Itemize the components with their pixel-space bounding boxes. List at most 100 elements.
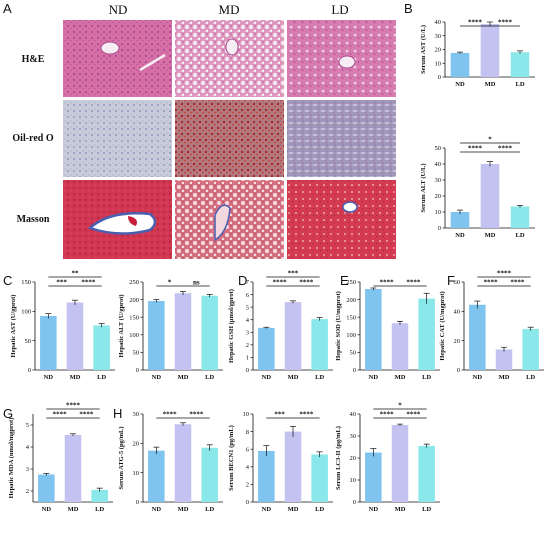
y-tick-label-atg5: 0 (136, 499, 139, 506)
sig-label-alt_serum-1-2: **** (498, 145, 513, 153)
sig-label-cat-1-2: **** (510, 279, 525, 287)
bar-mda-LD (91, 489, 108, 502)
bar-alt_serum-LD (510, 206, 530, 228)
sig-label-sod-1-2: **** (406, 279, 421, 287)
sig-label-cat-0-2: **** (497, 270, 512, 278)
category-label-cat-MD: MD (499, 374, 510, 381)
y-axis-label-mda: Hepatic MDA (nmol/mgprot) (8, 418, 15, 499)
category-label-becn1-LD: LD (315, 506, 324, 513)
category-label-alt_hepatic-ND: ND (152, 374, 162, 381)
y-tick-label-becn1: 4 (246, 464, 250, 471)
sig-label-sod-0-1: **** (380, 279, 395, 287)
vessel-masson-nd-lumen (128, 216, 137, 226)
vessel-masson-ld (342, 201, 358, 213)
y-axis-label-ast_hepatic: Hepatic AST (U/gprot) (10, 295, 17, 358)
bar-lc3-ND (365, 452, 382, 502)
y-tick-label-becn1: 8 (246, 429, 249, 436)
category-label-cat-ND: ND (473, 374, 483, 381)
bar-ast_serum-LD (510, 52, 530, 77)
bar-atg5-ND (148, 450, 165, 502)
bar-sod-ND (365, 289, 382, 370)
y-tick-label-alt_serum: 30 (435, 177, 442, 184)
vessel-he-nd (100, 41, 120, 55)
y-axis-label-ast_serum: Serum AST (U/L) (420, 25, 427, 74)
y-tick-label-atg5: 20 (133, 441, 140, 448)
category-label-alt_hepatic-MD: MD (178, 374, 189, 381)
sig-label-ast_hepatic-0-1: *** (56, 279, 67, 287)
y-axis-label-sod: Hepatic SOD (U/mgprot) (335, 291, 342, 361)
sig-label-becn1-0-1: *** (274, 411, 285, 419)
sig-label-atg5-0-1: **** (163, 411, 178, 419)
bar-gsh-ND (258, 327, 275, 370)
y-tick-label-gsh: 6 (246, 292, 250, 299)
bar-ast_hepatic-MD (66, 302, 84, 370)
y-tick-label-mda: 3 (26, 466, 29, 473)
bar-alt_serum-MD (480, 164, 500, 228)
category-label-lc3-MD: MD (395, 506, 406, 513)
y-axis-label-atg5: Serum ATG-5 (pg/mL) (118, 426, 125, 489)
panel-letter-f: F (447, 273, 455, 288)
category-label-atg5-MD: MD (178, 506, 189, 513)
sig-label-alt_serum-0-1: **** (468, 145, 483, 153)
y-axis-label-becn1: Serum BECN1 (pg/mL) (228, 425, 235, 491)
histology-row-he: H&E (22, 54, 45, 65)
chart-sod: 0 50 100 150 200 250 Hepatic SOD (U/mgprot) ND M… (335, 279, 440, 381)
sig-label-mda-0-2: **** (66, 402, 81, 410)
bar-ast_serum-MD (480, 24, 500, 77)
y-tick-label-becn1: 10 (243, 411, 250, 418)
y-tick-label-alt_serum: 40 (435, 161, 442, 168)
sig-label-gsh-0-2: *** (288, 270, 299, 278)
sig-label-lc3-0-1: **** (380, 411, 395, 419)
category-label-mda-ND: ND (42, 506, 52, 513)
histo-oil-md (175, 100, 284, 177)
y-tick-label-sod: 50 (350, 350, 357, 357)
sig-label-ast_serum-0-1: **** (468, 19, 483, 27)
category-label-lc3-ND: ND (369, 506, 379, 513)
y-tick-label-atg5: 10 (133, 470, 140, 477)
category-label-ast_hepatic-MD: MD (70, 374, 81, 381)
y-tick-label-cat: 60 (454, 279, 461, 286)
category-label-ast_serum-MD: MD (485, 81, 496, 88)
y-tick-label-sod: 100 (346, 332, 356, 339)
panel-letter-b: B (404, 1, 413, 16)
category-label-sod-MD: MD (395, 374, 406, 381)
y-tick-label-ast_serum: 10 (435, 60, 442, 67)
y-tick-label-ast_hepatic: 50 (25, 338, 32, 345)
y-axis-label-alt_serum: Serum ALT (U/L) (420, 163, 427, 212)
category-label-becn1-MD: MD (288, 506, 299, 513)
category-label-atg5-LD: LD (205, 506, 214, 513)
panel-letter-d: D (238, 273, 247, 288)
y-tick-label-ast_serum: 40 (435, 19, 442, 26)
y-tick-label-lc3: 0 (353, 499, 356, 506)
category-label-ast_hepatic-LD: LD (97, 374, 106, 381)
y-tick-label-alt_serum: 10 (435, 209, 442, 216)
y-tick-label-alt_hepatic: 100 (129, 332, 139, 339)
sig-label-lc3-0-2: * (398, 402, 402, 410)
histology-col-md: MD (219, 2, 240, 17)
sig-label-alt_hepatic-0-1: * (168, 279, 172, 287)
histo-oil-ld (287, 100, 396, 177)
category-label-mda-LD: LD (95, 506, 104, 513)
sig-label-alt_serum-0-2: * (488, 136, 492, 144)
sig-label-ast_hepatic-0-2: ** (72, 270, 80, 278)
bar-alt_hepatic-MD (174, 293, 192, 370)
vessel-masson-nd (87, 212, 157, 235)
y-tick-label-ast_serum: 30 (435, 33, 442, 40)
y-tick-label-gsh: 3 (246, 329, 249, 336)
histology-col-ld: LD (331, 2, 348, 17)
sig-label-atg5-1-2: **** (189, 411, 204, 419)
bar-alt_serum-ND (450, 212, 470, 228)
bar-becn1-LD (311, 454, 328, 502)
histo-masson-md (175, 180, 284, 259)
y-tick-label-alt_hepatic: 250 (129, 279, 139, 286)
y-tick-label-becn1: 2 (246, 482, 249, 489)
y-tick-label-alt_hepatic: 50 (133, 350, 140, 357)
histo-oil-nd (63, 100, 172, 177)
sig-label-lc3-1-2: **** (406, 411, 421, 419)
category-label-ast_serum-ND: ND (455, 81, 465, 88)
